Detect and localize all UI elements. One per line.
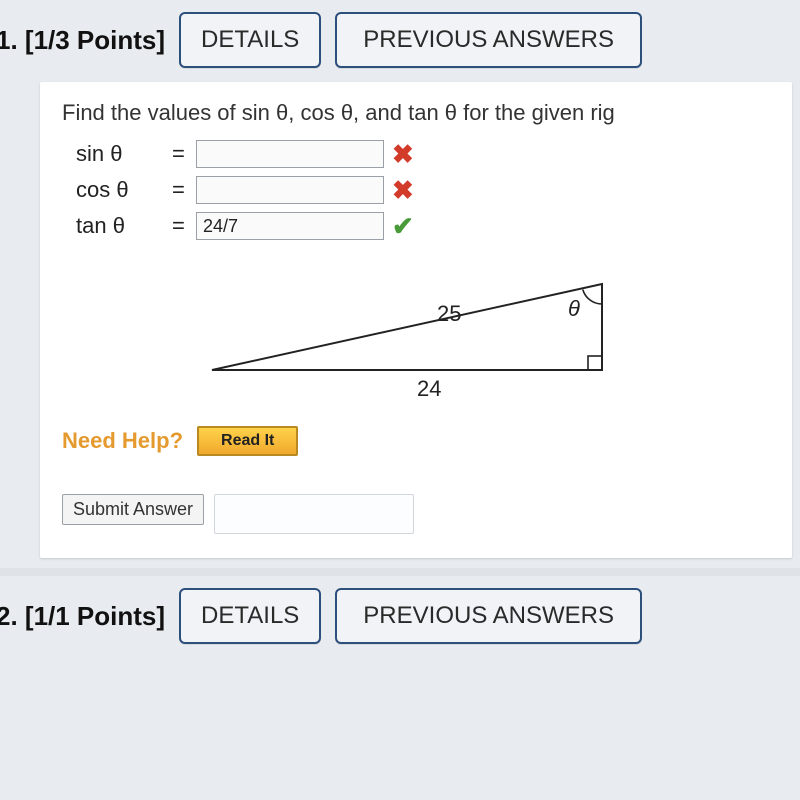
wrong-icon: ✖: [392, 141, 420, 167]
divider: [0, 568, 800, 576]
label-tan: tan θ: [76, 213, 172, 239]
label-cos: cos θ: [76, 177, 172, 203]
question-2-header: 2. [1/1 Points] DETAILS PREVIOUS ANSWERS: [0, 588, 800, 658]
wrong-icon: ✖: [392, 177, 420, 203]
question-2: 2. [1/1 Points] DETAILS PREVIOUS ANSWERS: [0, 576, 800, 658]
input-cos[interactable]: [196, 176, 384, 204]
svg-text:24: 24: [417, 376, 441, 400]
previous-answers-button[interactable]: PREVIOUS ANSWERS: [335, 12, 642, 68]
question-2-points: 2. [1/1 Points]: [0, 601, 165, 632]
details-button[interactable]: DETAILS: [179, 588, 321, 644]
answer-row-sin: sin θ = ✖: [76, 136, 770, 172]
equals-sign: =: [172, 213, 196, 239]
question-1-card: Find the values of sin θ, cos θ, and tan…: [40, 82, 792, 558]
svg-text:25: 25: [437, 301, 461, 326]
svg-text:θ: θ: [568, 296, 580, 321]
question-1-header: 1. [1/3 Points] DETAILS PREVIOUS ANSWERS: [0, 12, 800, 82]
triangle-svg: 25 24 θ: [202, 270, 622, 400]
submit-answer-button[interactable]: Submit Answer: [62, 494, 204, 525]
submit-adjacent-field: [214, 494, 414, 534]
question-1-prompt: Find the values of sin θ, cos θ, and tan…: [62, 100, 770, 126]
submit-row: Submit Answer: [62, 494, 770, 534]
details-button[interactable]: DETAILS: [179, 12, 321, 68]
question-1: 1. [1/3 Points] DETAILS PREVIOUS ANSWERS…: [0, 0, 800, 558]
equals-sign: =: [172, 177, 196, 203]
question-1-points: 1. [1/3 Points]: [0, 25, 165, 56]
equals-sign: =: [172, 141, 196, 167]
input-tan[interactable]: [196, 212, 384, 240]
help-row: Need Help? Read It: [62, 426, 770, 456]
label-sin: sin θ: [76, 141, 172, 167]
answer-rows: sin θ = ✖ cos θ = ✖ tan θ = ✔: [76, 136, 770, 244]
correct-icon: ✔: [392, 213, 420, 239]
triangle-figure: 25 24 θ: [202, 270, 770, 400]
input-sin[interactable]: [196, 140, 384, 168]
need-help-label: Need Help?: [62, 428, 183, 454]
answer-row-cos: cos θ = ✖: [76, 172, 770, 208]
answer-row-tan: tan θ = ✔: [76, 208, 770, 244]
previous-answers-button[interactable]: PREVIOUS ANSWERS: [335, 588, 642, 644]
read-it-button[interactable]: Read It: [197, 426, 298, 456]
